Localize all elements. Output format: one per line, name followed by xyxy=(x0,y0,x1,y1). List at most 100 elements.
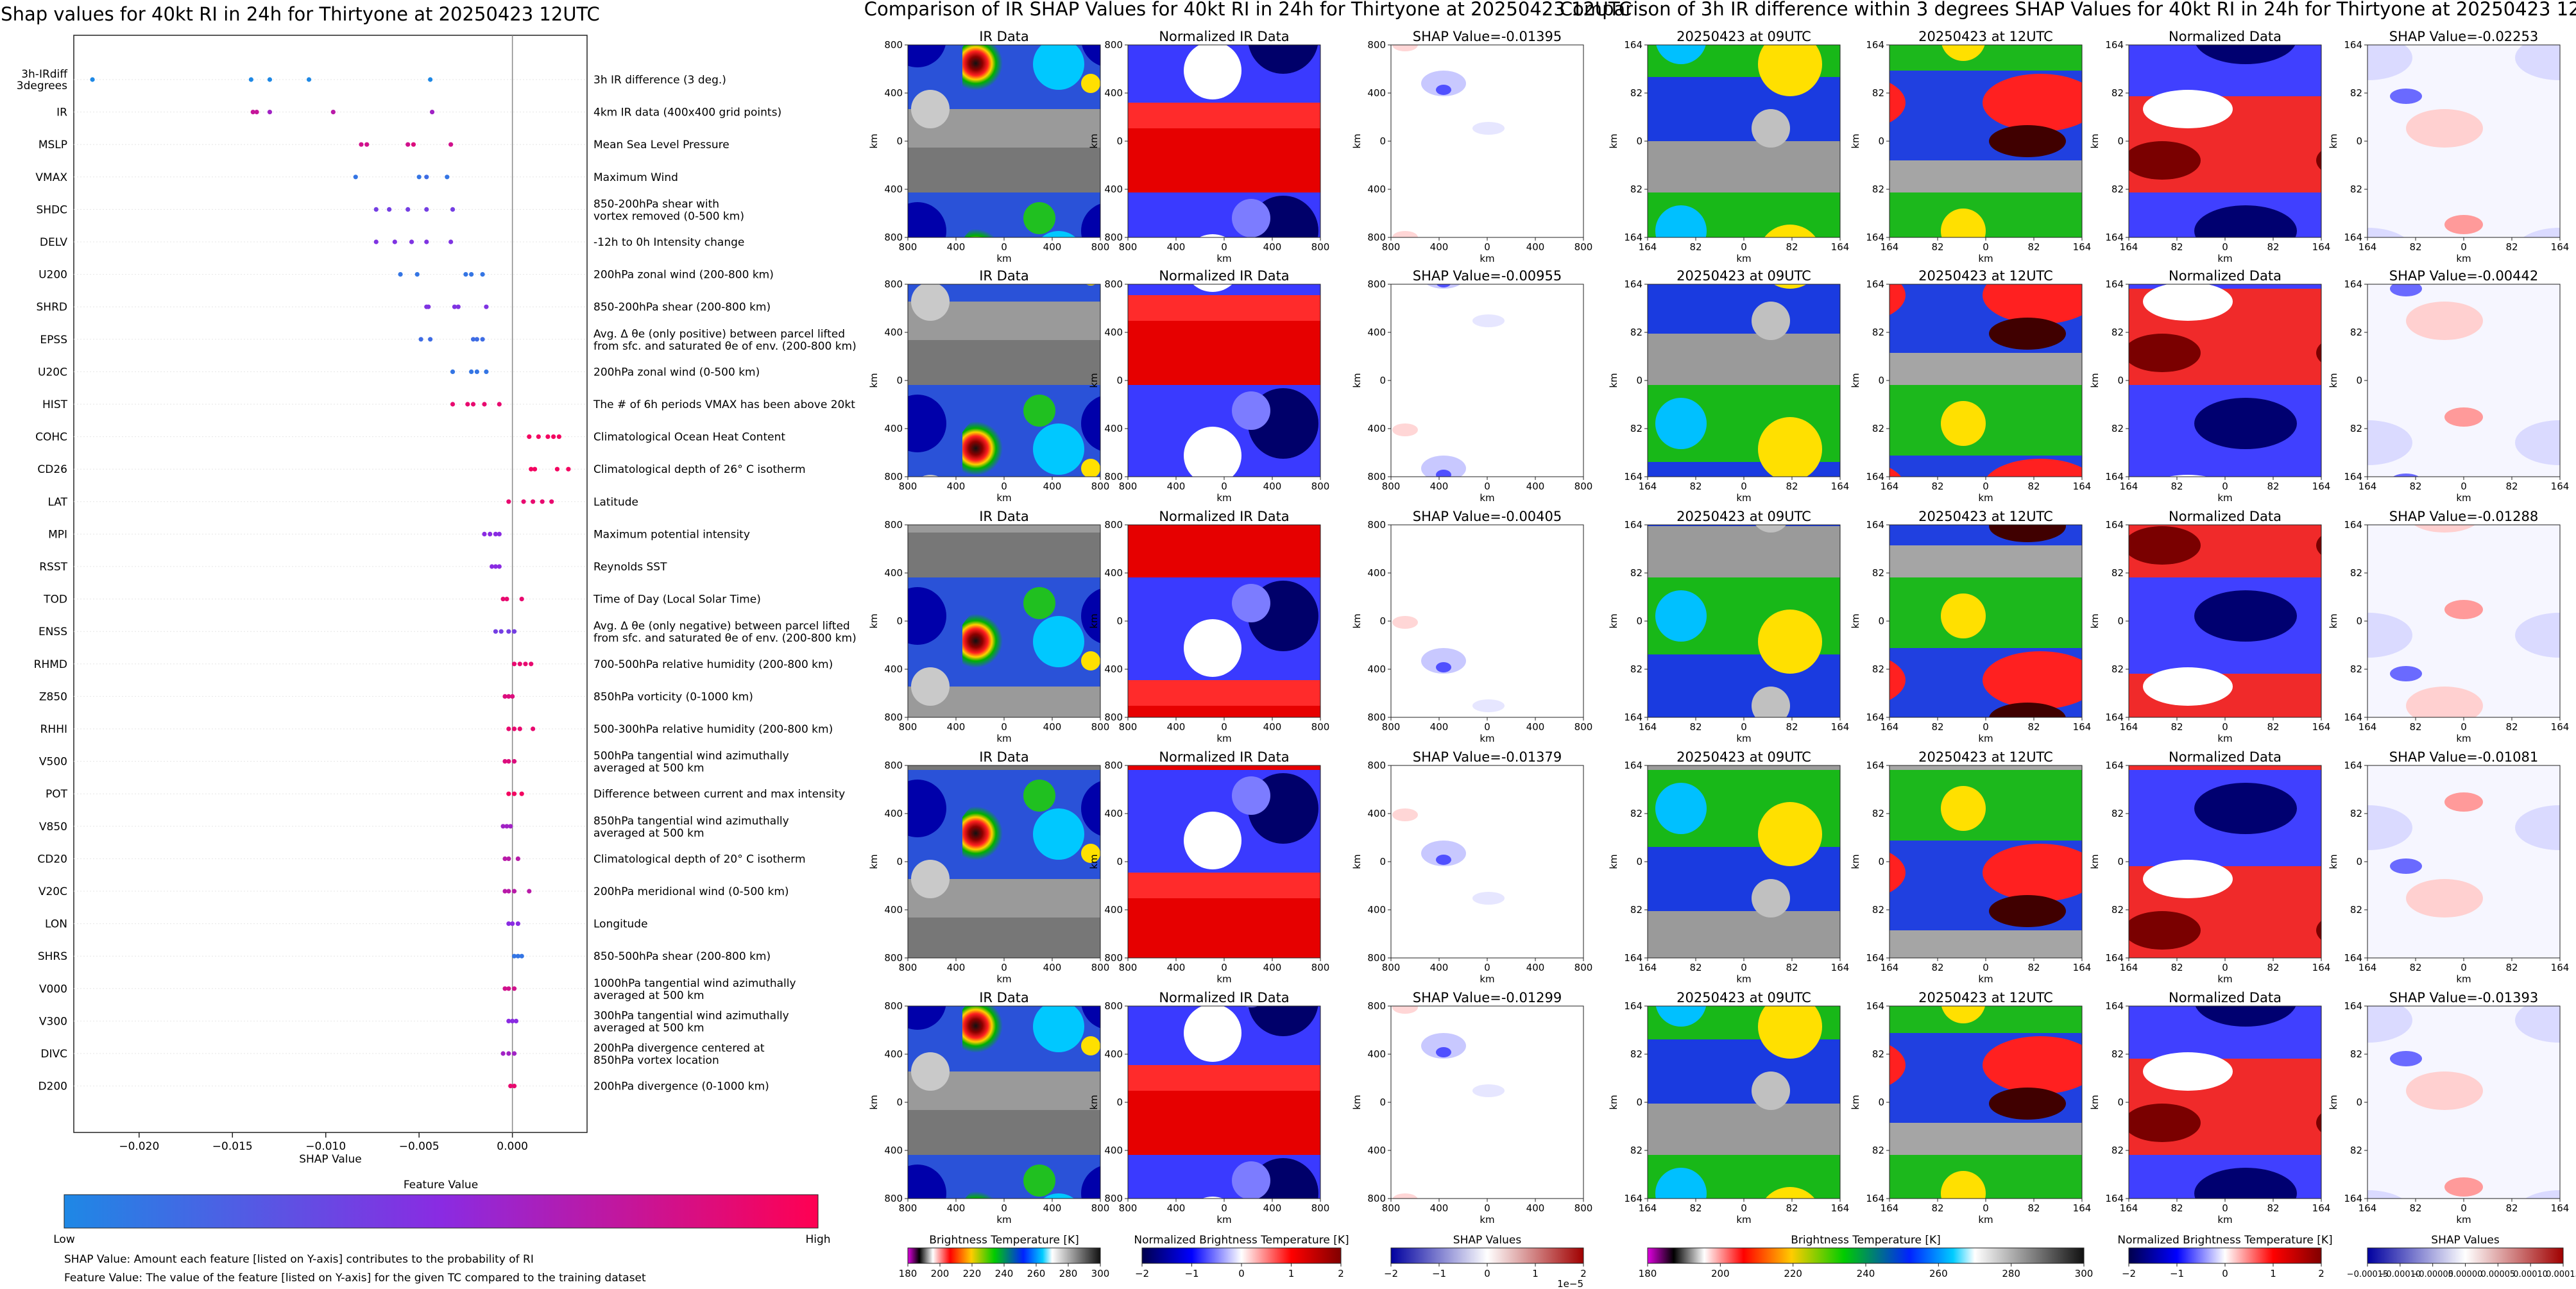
y-tick-label: 82 xyxy=(2111,327,2124,338)
x-axis-label: km xyxy=(1736,733,1751,744)
y-tick-label: 400 xyxy=(1367,808,1386,819)
colorbar-tick-label: 0.00015 xyxy=(2546,1270,2576,1279)
shap-point xyxy=(502,759,508,764)
y-tick-label: 0 xyxy=(1116,856,1123,867)
panel-image xyxy=(1127,1005,1321,1199)
shap-point xyxy=(469,369,474,375)
x-tick-label: 400 xyxy=(1526,962,1545,973)
colorbar-title: Brightness Temperature [K] xyxy=(1791,1234,1940,1247)
panel-title: IR Data xyxy=(979,268,1029,284)
y-tick-label: 800 xyxy=(1104,232,1123,243)
y-tick-label: 400 xyxy=(1104,904,1123,916)
colorbar: SHAP Values −2 −1 0 1 21e−5 xyxy=(1384,1234,1587,1289)
feature-description: 200hPa divergence centered at 850hPa vort… xyxy=(593,1042,765,1067)
y-tick-label: 164 xyxy=(2344,232,2362,243)
colorbar-tick-label: 200 xyxy=(1711,1268,1730,1279)
y-tick-label: 82 xyxy=(2111,87,2124,99)
x-axis-label: km xyxy=(1736,1214,1751,1225)
y-tick-label: 800 xyxy=(1367,1000,1386,1012)
shap-point xyxy=(405,142,411,147)
y-tick-label: 164 xyxy=(2344,519,2362,531)
x-axis-label: km xyxy=(1480,492,1494,504)
y-tick-label: 400 xyxy=(884,1048,903,1060)
shap-point xyxy=(529,466,534,472)
colorbar-high-label: High xyxy=(805,1233,830,1246)
x-tick-label: 400 xyxy=(1526,481,1545,492)
x-tick-label: 82 xyxy=(1786,241,1798,253)
y-axis-label: km xyxy=(868,1095,880,1109)
y-tick-label: 800 xyxy=(884,232,903,243)
x-tick-label: 800 xyxy=(1119,481,1138,492)
panel-image xyxy=(1127,524,1321,718)
y-axis-label: km xyxy=(1850,613,1861,628)
y-tick-label: 400 xyxy=(1104,87,1123,99)
y-tick-label: 800 xyxy=(884,1193,903,1204)
x-axis-label: km xyxy=(1216,253,1231,264)
colorbar: Brightness Temperature [K] 180 200 220 240 26… xyxy=(1639,1234,2094,1279)
shap-point xyxy=(353,175,358,180)
feature-description: Reynolds SST xyxy=(593,561,667,574)
x-tick-label: 82 xyxy=(2267,721,2279,733)
x-tick-label: 400 xyxy=(1430,481,1449,492)
panel-image xyxy=(907,44,1101,238)
colorbar-tick-label: 0.00005 xyxy=(2480,1270,2515,1279)
x-tick-label: 82 xyxy=(2409,721,2421,733)
panel-image xyxy=(2128,765,2322,959)
x-axis-label: km xyxy=(1978,253,1993,264)
panel-image xyxy=(907,1005,1101,1199)
image-grid: IR Data 800 400 0 400 800 800 400 0 400 800 km km IR … xyxy=(868,29,2569,1225)
shap-point xyxy=(517,726,522,731)
feature-code-label: V000 xyxy=(39,983,67,996)
shap-point xyxy=(506,629,511,634)
y-tick-label: 0 xyxy=(1116,615,1123,627)
feature-description: Maximum Wind xyxy=(593,171,678,184)
y-tick-label: 0 xyxy=(1636,135,1642,147)
y-tick-label: 800 xyxy=(884,471,903,482)
y-tick-label: 82 xyxy=(2111,808,2124,819)
feature-code-label: HIST xyxy=(42,398,68,411)
shap-point xyxy=(465,402,470,407)
colorbar-tick-label: 220 xyxy=(1784,1268,1802,1279)
feature-description: 300hPa tangential wind azimuthally averag… xyxy=(593,1009,789,1034)
feature-description: 1000hPa tangential wind azimuthally avera… xyxy=(593,977,796,1002)
shap-point xyxy=(364,142,370,147)
x-tick-label: 164 xyxy=(1831,721,1850,733)
x-tick-label: 164 xyxy=(2551,241,2570,253)
panel-title: IR Data xyxy=(979,990,1029,1005)
panel-title: IR Data xyxy=(979,749,1029,765)
x-tick-label: 400 xyxy=(1263,481,1282,492)
x-tick-label: 82 xyxy=(2027,481,2040,492)
x-tick-label: 400 xyxy=(1263,241,1282,253)
shap-point xyxy=(445,175,450,180)
x-tick-label: 0 xyxy=(1484,1202,1490,1214)
x-tick-label: 0 xyxy=(1983,481,1989,492)
y-tick-label: 0 xyxy=(896,135,903,147)
x-tick-label: 0 xyxy=(1221,962,1227,973)
x-tick-label: 800 xyxy=(1574,962,1593,973)
panel-title: 20250423 at 09UTC xyxy=(1676,268,1811,284)
feature-description: 4km IR data (400x400 grid points) xyxy=(593,107,781,119)
x-tick-label: 0 xyxy=(1001,1202,1007,1214)
y-axis-label: km xyxy=(2328,854,2339,869)
x-tick-label: 800 xyxy=(1311,481,1330,492)
x-tick-label: 0 xyxy=(1221,481,1227,492)
y-tick-label: 400 xyxy=(884,663,903,675)
panel-title: Normalized IR Data xyxy=(1159,749,1289,765)
shap-point xyxy=(506,499,511,504)
x-tick-label: 0 xyxy=(2222,481,2228,492)
y-axis-label: km xyxy=(1850,373,1861,388)
x-tick-label: 82 xyxy=(1689,481,1702,492)
x-tick-label: 164 xyxy=(1831,241,1850,253)
feature-code-label: 3h-IRdiff 3degrees xyxy=(17,68,69,92)
y-tick-label: 0 xyxy=(1636,615,1642,627)
x-tick-label: 0 xyxy=(1983,241,1989,253)
y-tick-label: 164 xyxy=(1624,471,1642,482)
feature-code-label: D200 xyxy=(38,1080,67,1093)
